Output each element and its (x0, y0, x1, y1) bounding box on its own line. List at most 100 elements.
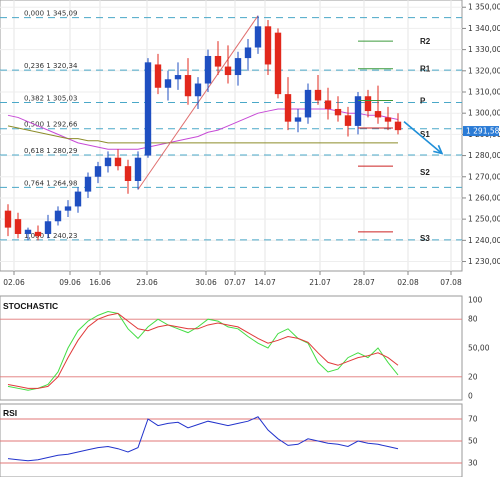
y-tick-label: 1 340,00 (468, 24, 500, 33)
x-tick-label: 16.06 (89, 278, 111, 287)
price-grid (0, 0, 462, 271)
series-rsi (7, 416, 399, 462)
y-tick-label: 1 240,00 (468, 236, 500, 245)
last-price-tag (463, 126, 499, 137)
candle-body (114, 157, 122, 167)
osc-tick-label: 0 (468, 392, 473, 401)
x-tick-label: 14.07 (254, 278, 276, 287)
candle-body (304, 89, 312, 118)
arrow-shaft (403, 121, 443, 155)
candle-body (234, 58, 242, 76)
ma-line-ma_fast (7, 108, 399, 150)
rsi-title: RSI (3, 408, 17, 418)
moving-averages (7, 108, 399, 150)
fib-label: 0,382 1 305,03 (24, 95, 77, 103)
fib-label: 0,500 1 292,66 (24, 121, 78, 129)
stochastic-title: STOCHASTIC (3, 301, 58, 311)
osc-tick-label: 100 (468, 296, 483, 305)
osc-tick-label: 50,00 (468, 344, 490, 353)
price-pane[interactable] (0, 0, 463, 272)
x-tick-label: 21.07 (309, 278, 331, 287)
y-tick-label: 1 350,00 (468, 3, 500, 12)
osc-tick-label: 70 (468, 415, 478, 424)
candle-body (74, 191, 82, 207)
candle-body (14, 219, 22, 234)
candle-body (4, 210, 12, 228)
pivot-label-p: P (420, 96, 426, 105)
candle-body (244, 47, 252, 59)
candle-body (384, 117, 392, 122)
ma-line-ma_slow (7, 125, 398, 144)
candle-body (174, 75, 182, 80)
candle-body (124, 166, 132, 181)
candle-body (214, 55, 222, 67)
candle-body (344, 115, 352, 126)
rsi-pane[interactable] (0, 403, 463, 477)
x-tick-label: 30.06 (195, 278, 217, 287)
candlesticks (4, 15, 402, 241)
candle-body (274, 32, 282, 95)
y-tick-label: 1 230,00 (468, 257, 500, 266)
fib-label: 0,618 1 280,29 (24, 147, 77, 155)
y-tick-label: 1 250,00 (468, 215, 500, 224)
osc-tick-label: 30 (468, 459, 478, 468)
x-tick-label: 28.07 (353, 278, 375, 287)
osc-tick-label: 20 (468, 372, 478, 381)
candle-body (204, 55, 212, 84)
last-price-label: 1 291,58 (466, 127, 500, 136)
last-price-marker: 1 291,58 (463, 126, 500, 137)
y-tick-label: 1 270,00 (468, 172, 500, 181)
time-axis[interactable]: 02.06 09.06 16.06 23.06 30.06 07.07 14.07 21.07… (3, 271, 462, 287)
x-tick-label: 07.07 (224, 278, 246, 287)
series-k (7, 311, 399, 391)
osc-tick-label: 80 (468, 315, 478, 324)
candle-body (334, 108, 342, 116)
y-tick-label: 1 330,00 (468, 45, 500, 54)
candle-body (254, 26, 262, 48)
candle-body (154, 64, 162, 88)
candle-body (134, 157, 142, 181)
y-tick-label: 1 320,00 (468, 66, 500, 75)
candle-body (34, 231, 42, 237)
x-tick-label: 07.08 (440, 278, 462, 287)
x-tick-label: 02.08 (397, 278, 419, 287)
pivot-label-r2: R2 (420, 37, 431, 46)
candle-body (194, 83, 202, 97)
candle-body (64, 206, 72, 211)
candle-body (104, 157, 112, 167)
candle-body (314, 89, 322, 101)
candle-body (24, 229, 32, 234)
candle-body (44, 221, 52, 234)
arrow-head (433, 144, 444, 155)
x-tick-label: 23.06 (136, 278, 158, 287)
candle-body (264, 26, 272, 65)
osc-tick-label: 50 (468, 437, 478, 446)
y-tick-label: 1 260,00 (468, 193, 500, 202)
y-tick-label: 1 280,00 (468, 151, 500, 160)
forecast-arrow-icon (403, 121, 444, 155)
candle-body (294, 117, 302, 122)
stochastic-pane[interactable] (0, 295, 463, 401)
stochastic-lines (0, 311, 462, 391)
fib-label: 1,000 1 240,23 (24, 232, 77, 240)
pivot-label-s1: S1 (420, 130, 430, 139)
candle-body (164, 79, 172, 88)
pivot-levels: R2 R1 P S1 S2 S3 (358, 37, 431, 243)
series-d (7, 312, 399, 389)
candle-body (374, 111, 382, 118)
fib-label: 0,764 1 264,98 (24, 179, 77, 187)
x-tick-label: 02.06 (3, 278, 25, 287)
candle-body (364, 96, 372, 112)
y-tick-label: 1 310,00 (468, 88, 500, 97)
rsi-lines (0, 416, 462, 464)
pivot-label-s3: S3 (420, 234, 430, 243)
candle-body (354, 96, 362, 126)
candle-body (144, 62, 152, 156)
y-tick-label: 1 300,00 (468, 109, 500, 118)
x-tick-label: 09.06 (59, 278, 81, 287)
pivot-label-s2: S2 (420, 168, 430, 177)
candle-body (54, 210, 62, 222)
pivot-label-r1: R1 (420, 65, 431, 74)
